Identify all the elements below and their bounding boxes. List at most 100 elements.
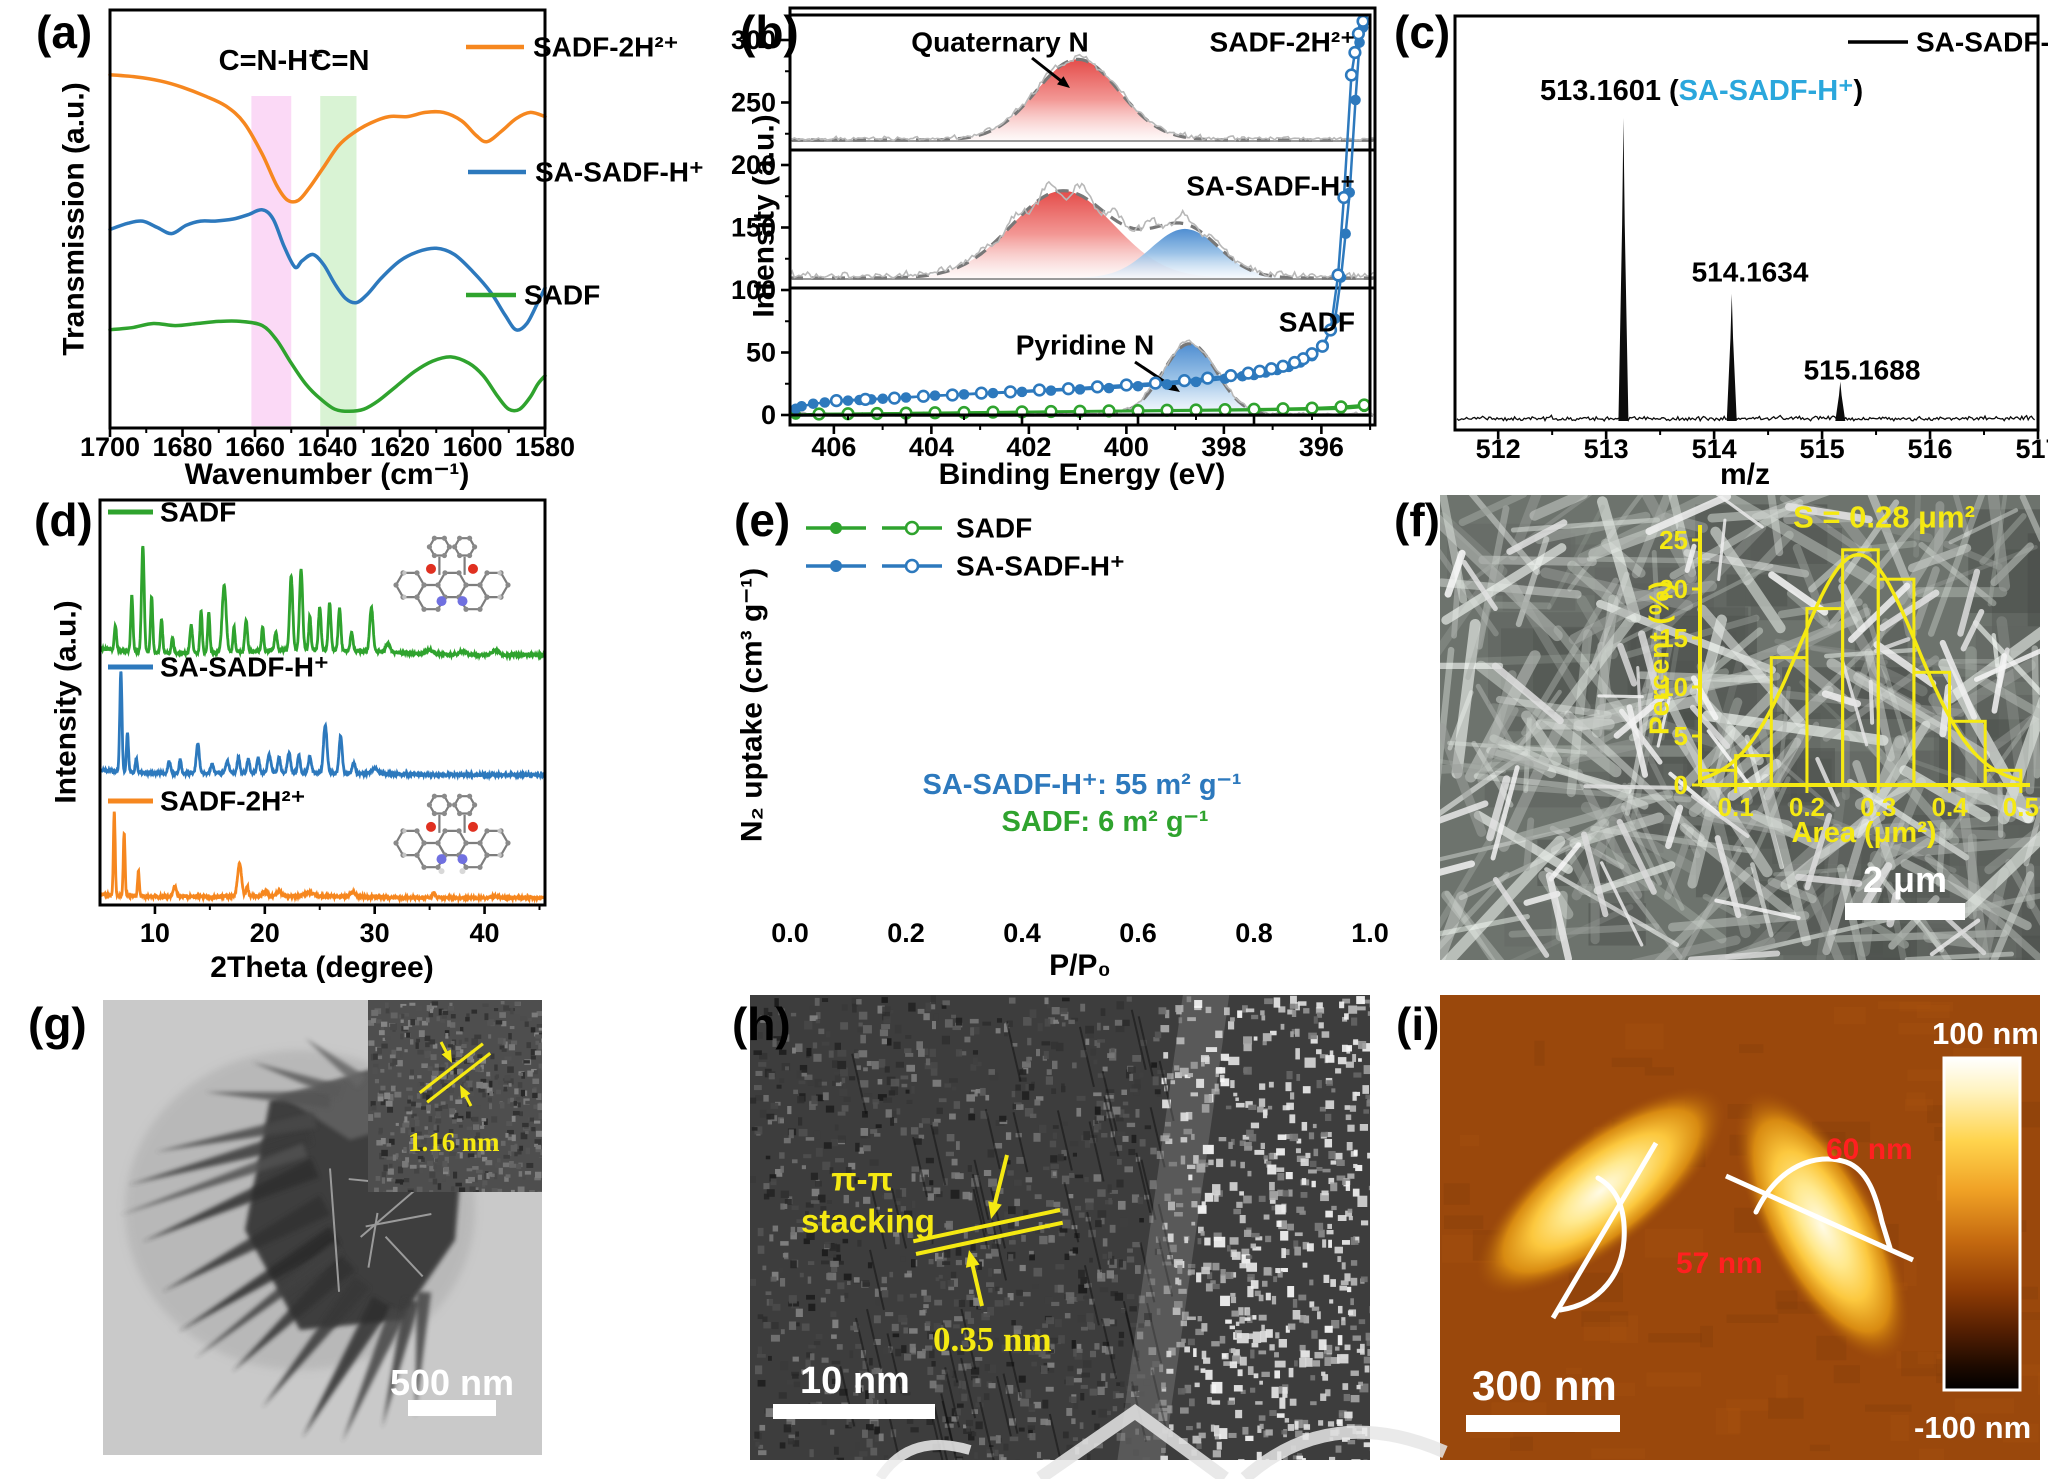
peak1-assignment: SA-SADF-H⁺ <box>1678 75 1854 107</box>
svg-text:516: 516 <box>1908 434 1953 464</box>
panel-d-legend-sadf: SADF <box>160 496 237 528</box>
svg-text:0.4: 0.4 <box>1931 792 1968 822</box>
svg-text:1580: 1580 <box>515 432 575 462</box>
panel-i-height-label-right: 60 nm <box>1826 1133 1913 1166</box>
panel-d-legend-sadf2h: SADF-2H²⁺ <box>160 785 306 817</box>
svg-text:396: 396 <box>1299 432 1344 462</box>
peak1-suffix: ) <box>1853 75 1864 107</box>
panel-g-inset-measurement: 1.16 nm <box>408 1127 500 1157</box>
panel-i-colorbar-min-label: -100 nm <box>1914 1410 2032 1445</box>
svg-text:1600: 1600 <box>442 432 502 462</box>
svg-text:10: 10 <box>1659 672 1688 702</box>
panel-f-inset-y-axis-label: Percent (%) <box>1643 580 1675 736</box>
svg-text:20: 20 <box>1659 574 1688 604</box>
svg-text:0: 0 <box>761 400 776 430</box>
svg-text:512: 512 <box>1476 434 1521 464</box>
svg-text:0.3: 0.3 <box>1860 792 1896 822</box>
svg-text:515: 515 <box>1800 434 1845 464</box>
panel-g-scalebar-label: 500 nm <box>389 1362 515 1404</box>
panel-h-spacing-label: 0.35 nm <box>933 1320 1052 1359</box>
svg-text:30: 30 <box>360 918 390 948</box>
panel-c-peak3-label: 515.1688 <box>1803 354 1921 386</box>
panel-a-band-label-cnh: C=N-H⁺ <box>218 45 324 77</box>
panel-a-legend-sadf: SADF <box>524 279 601 311</box>
panel-g-letter: (g) <box>28 998 87 1050</box>
svg-text:406: 406 <box>811 432 856 462</box>
panel-e-legend-sasadfh: SA-SADF-H⁺ <box>956 550 1125 582</box>
svg-text:0: 0 <box>1674 770 1688 800</box>
watermark <box>875 1404 1448 1479</box>
panel-e-y-axis-label: N₂ uptake (cm³ g⁻¹) <box>735 567 769 843</box>
svg-text:1640: 1640 <box>297 432 357 462</box>
svg-text:0.2: 0.2 <box>887 918 925 948</box>
panel-h-annotation-pi-pi: π-π <box>831 1160 893 1198</box>
svg-text:5: 5 <box>1674 721 1688 751</box>
svg-text:0.8: 0.8 <box>1235 918 1273 948</box>
panel-b-annotation-pyridine-n: Pyridine N <box>1015 329 1155 361</box>
panel-f-inset-title: S = 0.28 μm² <box>1793 499 1975 535</box>
panel-i-height-label-left: 57 nm <box>1676 1247 1763 1280</box>
panel-b-y-axis-label: Intensity (a.u.) <box>747 114 781 318</box>
svg-text:100: 100 <box>731 275 776 305</box>
panel-h-scalebar-label: 10 nm <box>800 1360 910 1402</box>
svg-text:517: 517 <box>2015 434 2048 464</box>
svg-text:20: 20 <box>250 918 280 948</box>
svg-text:400: 400 <box>1104 432 1149 462</box>
svg-text:513: 513 <box>1584 434 1629 464</box>
panel-d-letter: (d) <box>34 494 93 546</box>
svg-text:0.1: 0.1 <box>1718 792 1754 822</box>
panel-a-x-axis-label: Wavenumber (cm⁻¹) <box>184 458 470 491</box>
svg-text:40: 40 <box>470 918 500 948</box>
svg-text:404: 404 <box>909 432 954 462</box>
panel-h-letter: (h) <box>732 998 791 1050</box>
svg-text:10: 10 <box>140 918 170 948</box>
svg-text:514: 514 <box>1692 434 1737 464</box>
panel-b-sub2-label: SA-SADF-H⁺ <box>1186 170 1355 202</box>
svg-text:0.2: 0.2 <box>1789 792 1825 822</box>
panel-i-colorbar-max-label: 100 nm <box>1932 1016 2039 1051</box>
panel-e-annotation-blue: SA-SADF-H⁺: 55 m² g⁻¹ <box>922 768 1242 801</box>
panel-a-legend-sadf2h: SADF-2H²⁺ <box>533 31 679 63</box>
panel-f-scalebar-label: 2 μm <box>1862 859 1948 901</box>
panel-i-letter: (i) <box>1396 998 1440 1050</box>
svg-text:398: 398 <box>1201 432 1246 462</box>
panel-e-legend-sadf: SADF <box>956 512 1033 544</box>
panel-d-legend-sasadfh: SA-SADF-H⁺ <box>160 651 329 683</box>
svg-text:300: 300 <box>731 25 776 55</box>
panel-e-annotation-green: SADF: 6 m² g⁻¹ <box>1001 805 1209 838</box>
panel-c-x-axis-label: m/z <box>1719 458 1771 491</box>
panel-a-y-axis-label: Transmission (a.u.) <box>57 82 91 356</box>
svg-text:150: 150 <box>731 213 776 243</box>
svg-text:0.4: 0.4 <box>1003 918 1041 948</box>
panel-h-annotation-stacking: stacking <box>801 1202 935 1240</box>
svg-text:0.6: 0.6 <box>1119 918 1157 948</box>
svg-text:1660: 1660 <box>225 432 285 462</box>
panel-a-legend-sasadfh: SA-SADF-H⁺ <box>535 156 704 188</box>
svg-text:0.5: 0.5 <box>2003 792 2039 822</box>
panel-c-letter: (c) <box>1394 6 1451 58</box>
panel-c-legend: SA-SADF-H⁺ <box>1916 26 2048 58</box>
panel-b-letter: (b) <box>740 6 799 58</box>
svg-text:1680: 1680 <box>152 432 212 462</box>
panel-a-letter: (a) <box>36 6 93 58</box>
panel-b-sub1-label: SADF-2H²⁺ <box>1209 26 1355 58</box>
svg-text:200: 200 <box>731 150 776 180</box>
panel-c-peak1-label: 513.1601 (SA-SADF-H⁺) <box>1540 76 1863 106</box>
panel-b-annotation-quaternary-n: Quaternary N <box>911 26 1089 58</box>
panel-e-letter: (e) <box>734 494 791 546</box>
peak1-value: 513.1601 ( <box>1540 75 1679 107</box>
panel-d-x-axis-label: 2Theta (degree) <box>210 951 434 984</box>
panel-c-peak2-label: 514.1634 <box>1691 256 1809 288</box>
svg-text:50: 50 <box>746 338 776 368</box>
panel-b-x-axis-label: Binding Energy (eV) <box>938 458 1226 491</box>
svg-text:1700: 1700 <box>80 432 140 462</box>
panel-f-letter: (f) <box>1394 494 1440 546</box>
svg-text:0.0: 0.0 <box>771 918 809 948</box>
panel-a-band-label-cn: C=N <box>310 45 370 77</box>
panel-f-inset-x-axis-label: Area (μm²) <box>1791 816 1937 849</box>
svg-text:1.0: 1.0 <box>1351 918 1389 948</box>
svg-text:15: 15 <box>1659 623 1688 653</box>
panel-e-x-axis-label: P/P₀ <box>1049 949 1111 982</box>
